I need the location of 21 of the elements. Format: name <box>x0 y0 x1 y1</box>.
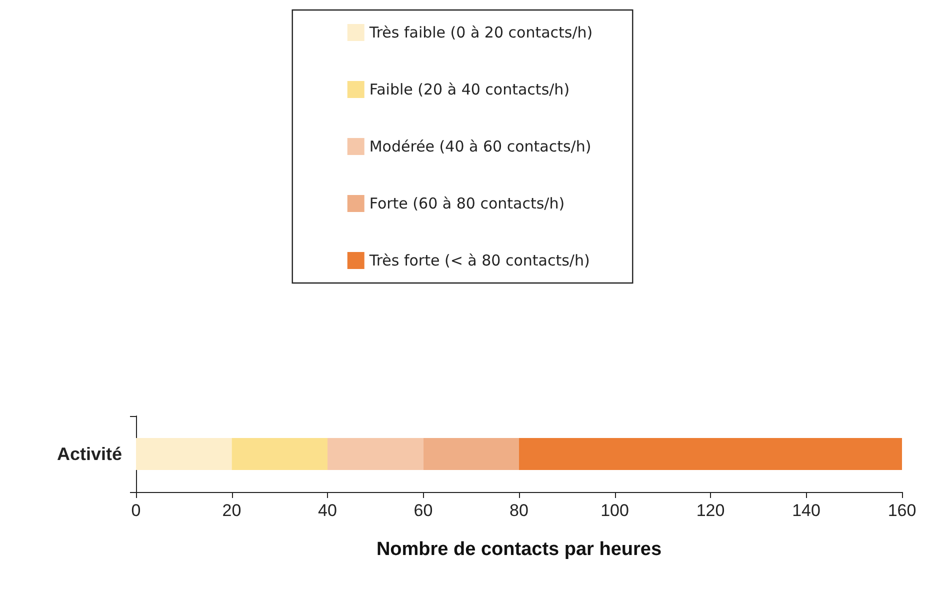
x-tick-label: 60 <box>414 501 433 520</box>
x-tick-label: 140 <box>792 501 820 520</box>
x-tick-label: 80 <box>510 501 528 520</box>
legend-label: Faible (20 à 40 contacts/h) <box>369 80 570 98</box>
bar <box>328 438 424 470</box>
legend-label: Forte (60 à 80 contacts/h) <box>369 194 565 212</box>
x-axis-title: Nombre de contacts par heures <box>376 539 662 560</box>
bar <box>136 438 232 470</box>
legend-label: Très faible (0 à 20 contacts/h) <box>368 24 593 42</box>
bar <box>519 438 902 470</box>
x-tick-label: 40 <box>318 501 337 520</box>
y-tick-label: Activité <box>56 444 122 464</box>
x-tick-label: 160 <box>888 501 916 520</box>
x-tick-label: 120 <box>696 501 725 520</box>
legend-label: Très forte (< à 80 contacts/h) <box>368 252 590 270</box>
x-tick-label: 20 <box>222 501 242 520</box>
legend-label: Modérée (40 à 60 contacts/h) <box>369 138 592 156</box>
bar <box>423 438 519 470</box>
bar <box>232 438 328 470</box>
x-tick-label: 100 <box>600 501 629 520</box>
x-tick-label: 0 <box>131 501 141 520</box>
